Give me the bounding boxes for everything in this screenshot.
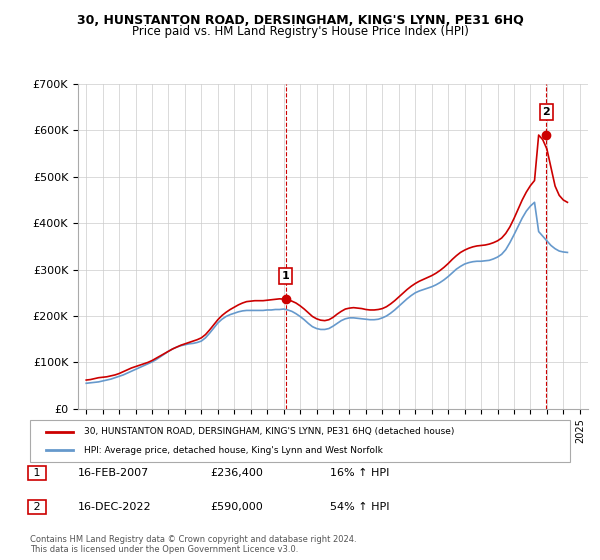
Text: 2: 2: [30, 502, 44, 512]
Text: Contains HM Land Registry data © Crown copyright and database right 2024.
This d: Contains HM Land Registry data © Crown c…: [30, 535, 356, 554]
Text: 54% ↑ HPI: 54% ↑ HPI: [330, 502, 389, 512]
Text: £590,000: £590,000: [210, 502, 263, 512]
Text: 2: 2: [542, 107, 550, 117]
FancyBboxPatch shape: [30, 420, 570, 462]
Text: 30, HUNSTANTON ROAD, DERSINGHAM, KING'S LYNN, PE31 6HQ (detached house): 30, HUNSTANTON ROAD, DERSINGHAM, KING'S …: [84, 427, 454, 436]
Text: 1: 1: [30, 468, 44, 478]
Text: Price paid vs. HM Land Registry's House Price Index (HPI): Price paid vs. HM Land Registry's House …: [131, 25, 469, 38]
Text: 16-FEB-2007: 16-FEB-2007: [78, 468, 149, 478]
Text: 30, HUNSTANTON ROAD, DERSINGHAM, KING'S LYNN, PE31 6HQ: 30, HUNSTANTON ROAD, DERSINGHAM, KING'S …: [77, 14, 523, 27]
Text: 1: 1: [282, 271, 289, 281]
Text: HPI: Average price, detached house, King's Lynn and West Norfolk: HPI: Average price, detached house, King…: [84, 446, 383, 455]
Text: 16% ↑ HPI: 16% ↑ HPI: [330, 468, 389, 478]
Text: £236,400: £236,400: [210, 468, 263, 478]
Text: 16-DEC-2022: 16-DEC-2022: [78, 502, 152, 512]
